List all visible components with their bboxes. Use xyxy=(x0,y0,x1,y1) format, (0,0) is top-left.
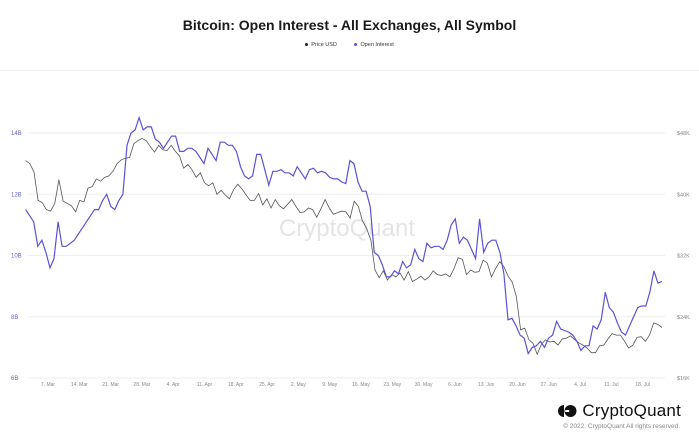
line-chart: CryptoQuant 6B 8B 10B 12B 14B $16K $24K $32K $4… xyxy=(11,115,690,388)
left-axis-tick: 8B xyxy=(11,315,18,321)
x-axis-tick: 28. Mar xyxy=(133,382,150,388)
x-axis-tick: 9. May xyxy=(322,382,338,388)
right-axis-tick: $32K xyxy=(677,254,690,260)
x-axis-tick: 4. Jul xyxy=(574,382,586,388)
x-axis-tick: 7. Mar xyxy=(41,382,56,388)
legend-dot-price-icon xyxy=(305,43,309,47)
right-axis-tick: $16K xyxy=(677,376,690,382)
x-axis-tick: 25. Apr xyxy=(259,382,275,388)
right-axis-tick: $24K xyxy=(677,315,690,321)
x-axis-tick: 18. Jul xyxy=(635,382,650,388)
copyright: © 2022. CryptoQuant All rights reserved. xyxy=(563,423,680,430)
left-y-axis: 6B 8B 10B 12B 14B xyxy=(11,131,22,382)
x-axis-tick: 23. May xyxy=(383,382,401,388)
cryptoquant-logo-icon xyxy=(558,405,577,417)
x-axis-tick: 6. Jun xyxy=(448,382,462,388)
legend-item-open-interest[interactable]: Open Interest xyxy=(354,42,394,48)
x-axis-tick: 11. Apr xyxy=(197,382,213,388)
chart-title: Bitcoin: Open Interest - All Exchanges, … xyxy=(182,17,517,33)
legend-dot-open-interest-icon xyxy=(354,43,358,47)
header-divider xyxy=(0,70,699,71)
legend-item-price[interactable]: Price USD xyxy=(305,42,338,48)
x-axis-tick: 20. Jun xyxy=(509,382,526,388)
x-axis-tick: 13. Jun xyxy=(478,382,495,388)
x-axis-tick: 21. Mar xyxy=(102,382,119,388)
x-axis-tick: 27. Jun xyxy=(541,382,558,388)
x-axis-tick: 30. May xyxy=(415,382,433,388)
x-axis-tick: 14. Mar xyxy=(71,382,88,388)
watermark: CryptoQuant xyxy=(279,215,415,242)
right-axis-tick: $40K xyxy=(677,192,690,198)
chart-legend: Price USD Open Interest xyxy=(0,42,699,48)
left-axis-tick: 14B xyxy=(11,131,22,137)
gridlines xyxy=(28,132,665,379)
svg-text:CryptoQuant: CryptoQuant xyxy=(279,215,415,242)
price-line xyxy=(25,137,663,356)
x-axis-tick: 4. Apr xyxy=(167,382,180,388)
left-axis-tick: 6B xyxy=(11,376,18,382)
left-axis-tick: 12B xyxy=(11,192,22,198)
x-axis: 7. Mar 14. Mar 21. Mar 28. Mar 4. Apr 11. Apr… xyxy=(41,382,650,388)
right-axis-tick: $48K xyxy=(677,131,690,137)
footer-logo: CryptoQuant xyxy=(557,401,681,421)
x-axis-tick: 2. May xyxy=(291,382,307,388)
legend-label-price: Price USD xyxy=(311,42,337,48)
open-interest-line xyxy=(25,115,663,355)
legend-label-open-interest: Open Interest xyxy=(360,42,394,48)
x-axis-tick: 16. May xyxy=(352,382,370,388)
x-axis-tick: 11. Jul xyxy=(604,382,618,388)
x-axis-tick: 18. Apr xyxy=(228,382,244,388)
footer-brand: CryptoQuant xyxy=(582,401,681,420)
left-axis-tick: 10B xyxy=(11,254,22,260)
right-y-axis: $16K $24K $32K $40K $48K xyxy=(677,131,690,382)
